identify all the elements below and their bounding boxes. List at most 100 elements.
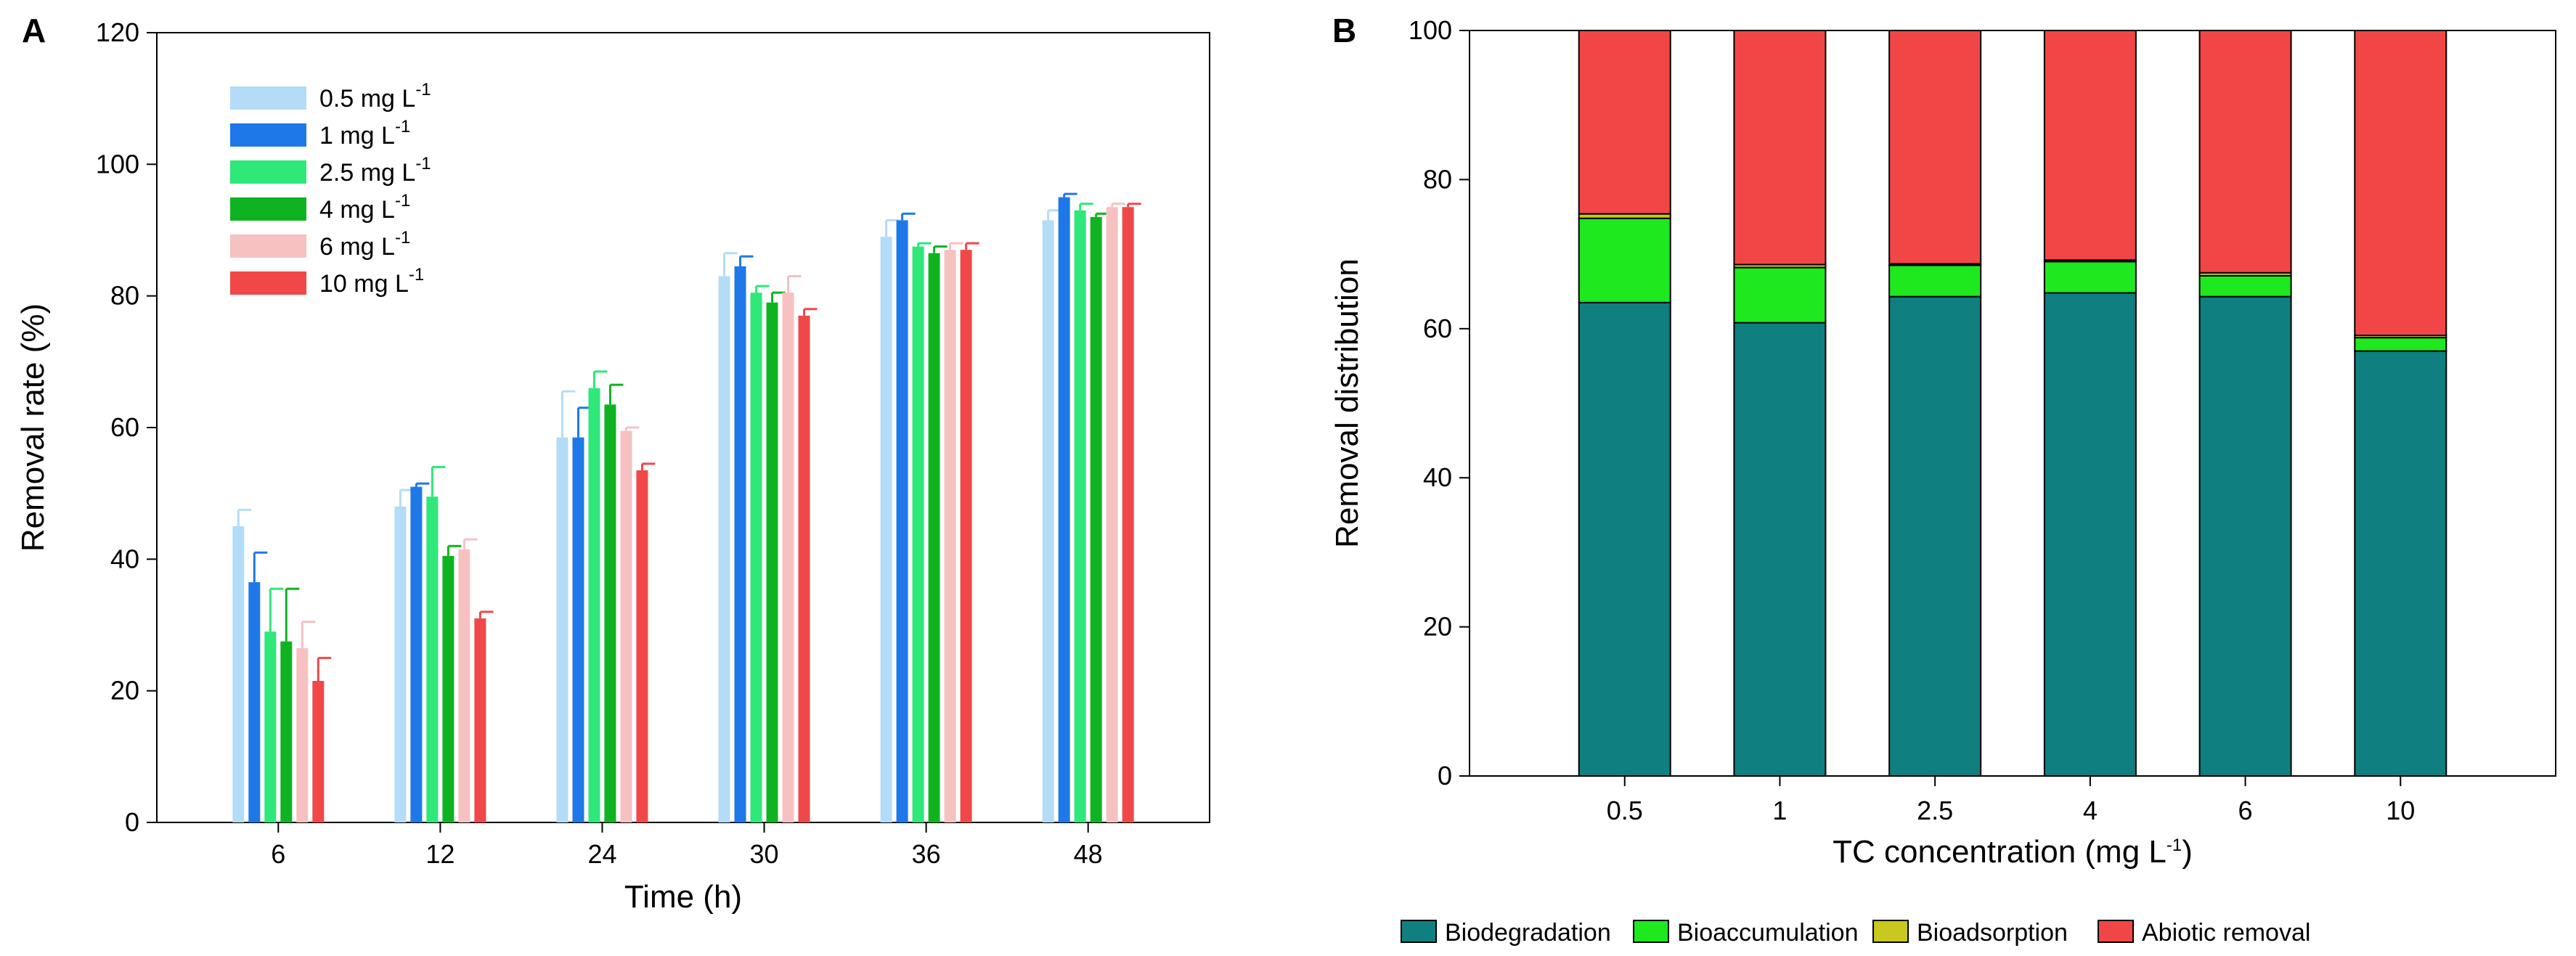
panel-b-x-tick-label: 0.5 [1607, 796, 1643, 825]
panel-a-bar [880, 237, 892, 823]
panel-a-y-tick-label: 60 [110, 412, 139, 442]
panel-b-x-tick-label: 2.5 [1917, 796, 1953, 825]
panel-a-chart: A 0 20 40 60 80 100 120 Removal rate (%) Time (h)… [15, 12, 1210, 915]
panel-a-bar [944, 250, 956, 822]
panel-b-x-tick-label: 4 [2083, 796, 2098, 825]
panel-b-legend-label: Bioadsorption [1917, 919, 2068, 947]
panel-a-bar [750, 293, 762, 823]
panel-a-bar [734, 266, 746, 822]
panel-b-stack-segment [2198, 274, 2292, 298]
panel-a-legend-swatch [230, 271, 306, 295]
panel-a-bar [264, 632, 277, 822]
panel-b-legend-swatch [2098, 920, 2134, 943]
panel-b-stack-segment [2043, 292, 2137, 777]
panel-b-stack-segment [1578, 217, 1671, 303]
panel-b-y-tick-label: 20 [1423, 612, 1452, 642]
panel-a-legend-label: 2.5 mg L-1 [319, 154, 431, 187]
panel-a-bar [928, 253, 940, 822]
panel-a-bar [248, 582, 261, 822]
panel-a-bar [620, 430, 632, 822]
panel-b-legend-swatch [1633, 920, 1669, 943]
panel-a-bar [960, 250, 972, 822]
panel-a-bar [766, 302, 778, 822]
panel-b-stack-segment [1733, 266, 1827, 324]
panel-a-bar [636, 470, 648, 822]
panel-b-x-tick-label: 10 [2386, 796, 2415, 825]
panel-a-bar [588, 388, 600, 822]
panel-b-legend-label: Biodegradation [1445, 919, 1611, 947]
panel-a-y-axis-title: Removal rate (%) [15, 303, 51, 552]
panel-a-x-tick-label: 30 [750, 839, 779, 869]
panel-a-legend-swatch [230, 234, 306, 258]
panel-a-y-tick-label: 120 [96, 17, 139, 47]
panel-b-x-tick-label: 6 [2238, 796, 2253, 825]
panel-a-bar [280, 641, 293, 822]
panel-a-legend-label: 10 mg L-1 [319, 265, 424, 298]
panel-b-y-tick-label: 0 [1438, 761, 1452, 790]
panel-a-bar [312, 681, 325, 822]
panel-a-x-tick-label: 12 [425, 839, 455, 869]
panel-b-legend-label: Bioaccumulation [1677, 919, 1858, 947]
panel-a-bar [718, 276, 730, 822]
panel-a-bar [442, 555, 455, 822]
panel-a-legend-swatch [230, 123, 306, 147]
panel-a-bar [296, 647, 309, 822]
panel-b-legend-swatch [1872, 920, 1909, 943]
panel-a-bar [782, 293, 794, 823]
panel-a-legend-swatch [230, 86, 306, 110]
panel-a-bar [426, 497, 439, 822]
panel-b-x-tick-label: 1 [1772, 796, 1787, 825]
panel-a-legend-label: 0.5 mg L-1 [319, 80, 431, 113]
panel-a-y-tick-label: 0 [125, 807, 139, 837]
panel-b-chart: B 0 20 40 60 80 100 Removal distribution TC conc… [1329, 12, 2556, 947]
panel-a-bar [1074, 210, 1086, 822]
panel-b-y-tick-label: 40 [1423, 462, 1452, 492]
panel-a-bar [604, 404, 616, 822]
panel-a-y-tick-label: 20 [110, 676, 139, 706]
panel-b-letter: B [1332, 12, 1356, 49]
panel-a-bar [1122, 207, 1134, 822]
panel-a-bar [1058, 197, 1070, 823]
panel-b-y-tick-label: 100 [1409, 15, 1452, 45]
panel-b-stack-segment [2198, 295, 2292, 777]
panel-a-legend-label: 4 mg L-1 [319, 191, 410, 224]
panel-b-x-axis-title: TC concentration (mg L-1) [1833, 834, 2193, 870]
panel-b-legend-label: Abiotic removal [2142, 919, 2310, 947]
panel-a-bar [896, 220, 908, 822]
panel-a-bar [474, 618, 486, 822]
panel-b-stack-segment [1578, 30, 1671, 215]
panel-a-bar [1042, 220, 1054, 822]
panel-a-y-tick-label: 100 [96, 149, 139, 179]
panel-a-x-tick-label: 24 [587, 839, 616, 869]
panel-b-plot-frame [1469, 30, 2556, 777]
panel-a-bar [232, 526, 245, 822]
panel-a-bar [1106, 207, 1118, 822]
panel-b-stack-segment [1888, 295, 1982, 777]
panel-a-bar [394, 506, 407, 822]
panel-a-bar [410, 486, 423, 822]
panel-a-legend-swatch [230, 160, 306, 184]
panel-a-legend-swatch [230, 197, 306, 221]
panel-b-stack-segment [1888, 264, 1982, 298]
panel-a-bar [556, 437, 568, 822]
panel-b-y-axis-title: Removal distribution [1329, 258, 1365, 548]
panel-a-letter: A [22, 12, 46, 49]
panel-a-x-tick-label: 6 [271, 839, 285, 869]
panel-b-stack-segment [2354, 350, 2447, 777]
panel-a-bar [572, 437, 584, 822]
panel-b-stack-segment [2043, 30, 2137, 261]
panel-a-bar [1090, 216, 1102, 822]
panel-b-stack-segment [2043, 261, 2137, 294]
panel-b-stack-segment [1888, 30, 1982, 265]
panel-a-x-tick-label: 36 [912, 839, 941, 869]
panel-a-x-axis-title: Time (h) [624, 879, 742, 915]
panel-b-stack-segment [2354, 337, 2447, 352]
panel-a-legend-label: 1 mg L-1 [319, 117, 410, 150]
panel-b-stack-segment [1733, 322, 1827, 777]
panel-b-stack-segment [1578, 301, 1671, 777]
panel-a-bar [798, 315, 810, 822]
panel-b-stack-segment [1733, 30, 1827, 266]
panel-a-bar [912, 246, 924, 823]
panel-a-x-tick-label: 48 [1074, 839, 1103, 869]
